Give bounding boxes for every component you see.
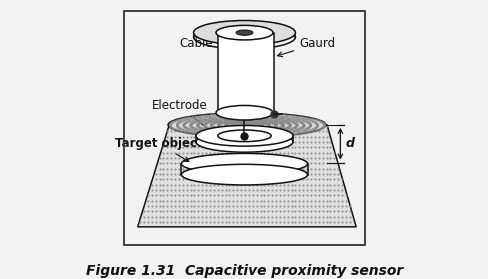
Text: Gaurd: Gaurd — [277, 37, 335, 57]
Ellipse shape — [216, 105, 272, 120]
Bar — [217, 33, 273, 113]
Ellipse shape — [181, 164, 307, 185]
Ellipse shape — [168, 113, 325, 137]
Ellipse shape — [193, 21, 295, 45]
Polygon shape — [138, 125, 355, 227]
Ellipse shape — [196, 132, 292, 152]
Ellipse shape — [236, 30, 252, 35]
Ellipse shape — [181, 153, 307, 174]
Text: Cable: Cable — [179, 37, 232, 52]
Ellipse shape — [217, 130, 271, 142]
Text: Figure 1.31  Capacitive proximity sensor: Figure 1.31 Capacitive proximity sensor — [86, 264, 402, 278]
Text: d: d — [345, 137, 354, 150]
Ellipse shape — [196, 126, 292, 146]
Ellipse shape — [216, 25, 272, 40]
Text: Target object: Target object — [114, 137, 202, 162]
Text: Electrode: Electrode — [152, 99, 212, 133]
